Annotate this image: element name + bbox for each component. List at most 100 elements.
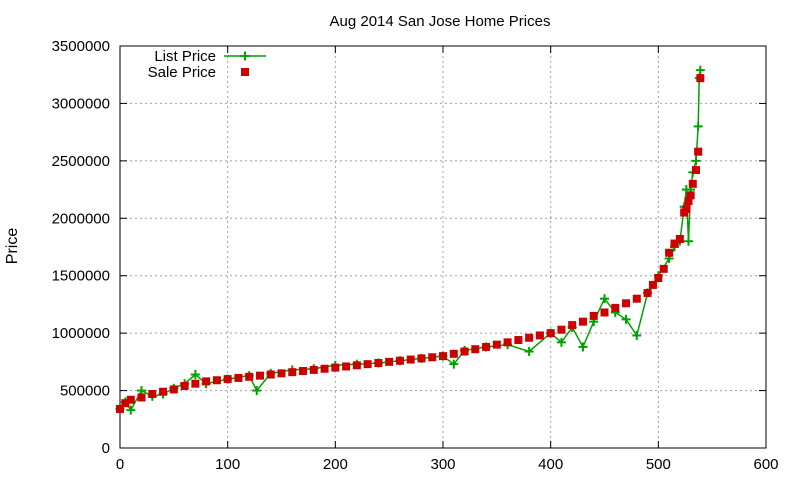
sale-price-point <box>266 370 275 379</box>
y-tick-label: 2000000 <box>52 210 110 227</box>
sale-price-point <box>374 359 383 368</box>
y-tick-label: 1500000 <box>52 268 110 285</box>
sale-price-point <box>643 288 652 297</box>
sale-price-point <box>320 364 329 373</box>
sale-price-point <box>169 385 178 394</box>
sale-price-point <box>406 355 415 364</box>
list-price-point <box>691 156 701 166</box>
legend-sale-price-marker <box>241 68 249 76</box>
x-tick-label: 0 <box>116 456 124 473</box>
sale-price-point <box>578 317 587 326</box>
list-price-point <box>556 337 566 347</box>
x-tick-label: 400 <box>538 456 563 473</box>
legend-plus-marker <box>240 51 250 61</box>
sale-price-point <box>234 373 243 382</box>
sale-price-point <box>665 248 674 257</box>
sale-price-point <box>245 372 254 381</box>
sale-price-point <box>460 347 469 356</box>
y-tick-label: 1000000 <box>52 325 110 342</box>
sale-price-point <box>684 197 693 206</box>
sale-price-point <box>288 368 297 377</box>
sale-price-point <box>688 179 697 188</box>
y-tick-label: 3500000 <box>52 38 110 55</box>
sale-price-point <box>449 349 458 358</box>
sale-price-point <box>417 354 426 363</box>
legend-sale-price-label: Sale Price <box>148 64 216 81</box>
list-price-point <box>126 405 136 415</box>
sale-price-point <box>694 147 703 156</box>
sale-price-point <box>659 264 668 273</box>
sale-price-point <box>126 395 135 404</box>
legend-square-marker <box>241 68 249 76</box>
sale-price-point <box>535 331 544 340</box>
sale-price-point <box>428 353 437 362</box>
list-price-point <box>621 314 631 324</box>
sale-price-point <box>363 360 372 369</box>
sale-price-point <box>352 361 361 370</box>
legend-list-price-marker <box>240 51 250 61</box>
x-tick-label: 200 <box>323 456 348 473</box>
sale-price-point <box>202 377 211 386</box>
sale-price-point <box>622 299 631 308</box>
sale-price-point <box>589 311 598 320</box>
sale-price-point <box>546 329 555 338</box>
sale-price-point <box>492 340 501 349</box>
sale-price-point <box>654 274 663 283</box>
sale-price-point <box>255 371 264 380</box>
sale-price-point <box>212 376 221 385</box>
sale-price-point <box>277 369 286 378</box>
x-tick-label: 500 <box>646 456 671 473</box>
list-price-point <box>524 347 534 357</box>
sale-price-point <box>503 338 512 347</box>
y-axis-label: Price <box>4 228 21 265</box>
sale-price-point <box>439 352 447 361</box>
list-price-point <box>600 294 609 304</box>
sale-price-point <box>696 74 705 83</box>
sale-price-point <box>648 280 657 289</box>
sale-price-point <box>116 404 124 413</box>
sale-price-point <box>395 356 404 365</box>
x-tick-label: 100 <box>215 456 240 473</box>
y-tick-label: 2500000 <box>52 153 110 170</box>
sale-price-point <box>692 166 701 175</box>
y-tick-label: 3000000 <box>52 95 110 112</box>
legend-list-price-label: List Price <box>154 48 216 65</box>
sale-price-point <box>331 363 340 372</box>
sale-price-point <box>682 205 691 214</box>
list-price-point <box>683 236 693 246</box>
sale-price-point <box>121 399 130 408</box>
sale-price-series <box>116 74 705 413</box>
sale-price-point <box>159 387 168 396</box>
series <box>115 65 705 415</box>
sale-price-point <box>342 362 351 371</box>
sale-price-point <box>385 357 394 366</box>
list-price-point <box>632 330 642 340</box>
list-price-point <box>252 386 262 396</box>
legend: List Price Sale Price <box>148 48 266 81</box>
x-tick-label: 600 <box>753 456 778 473</box>
sale-price-point <box>525 333 534 342</box>
sale-price-point <box>514 336 523 345</box>
sale-price-point <box>191 379 200 388</box>
sale-price-point <box>309 365 318 374</box>
sale-price-point <box>180 381 189 390</box>
sale-price-point <box>600 308 609 317</box>
y-tick-label: 0 <box>102 440 110 457</box>
sale-price-point <box>632 294 641 303</box>
sale-price-point <box>299 367 308 376</box>
sale-price-point <box>148 390 157 399</box>
list-price-point <box>693 121 703 131</box>
list-price-point <box>190 369 200 379</box>
list-price-point <box>578 342 588 352</box>
sale-price-point <box>137 393 146 402</box>
sale-price-point <box>686 191 695 200</box>
sale-price-point <box>568 321 577 330</box>
sale-price-point <box>557 325 566 334</box>
sale-price-point <box>471 345 480 354</box>
x-tick-label: 300 <box>430 456 455 473</box>
sale-price-point <box>223 375 232 384</box>
sale-price-point <box>670 239 679 248</box>
chart-title: Aug 2014 San Jose Home Prices <box>330 13 551 30</box>
list-price-point <box>449 359 459 369</box>
